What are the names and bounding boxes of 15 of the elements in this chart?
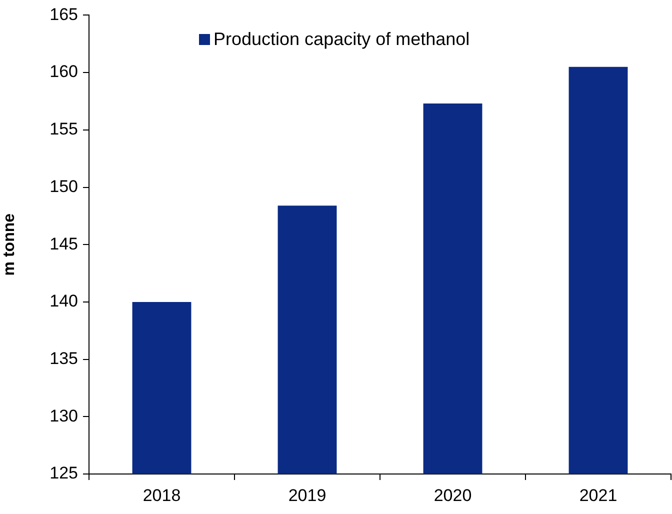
y-tick-label: 135 <box>50 348 78 368</box>
y-tick-label: 155 <box>50 120 78 139</box>
y-tick-label: 165 <box>50 4 78 24</box>
x-tick-label: 2019 <box>288 486 326 505</box>
y-tick-label: 140 <box>50 292 78 311</box>
x-tick-label: 2021 <box>579 486 618 505</box>
legend-label: Production capacity of methanol <box>214 29 470 50</box>
x-tick-label: 2020 <box>434 486 472 505</box>
y-axis-title: m tonne <box>1 213 18 276</box>
y-tick-label: 150 <box>50 176 78 196</box>
y-tick-label: 160 <box>50 62 78 82</box>
y-tick-label: 125 <box>50 464 78 483</box>
x-tick-label: 2018 <box>142 486 181 505</box>
y-tick-label: 130 <box>50 406 78 426</box>
y-tick-label: 145 <box>50 234 78 254</box>
